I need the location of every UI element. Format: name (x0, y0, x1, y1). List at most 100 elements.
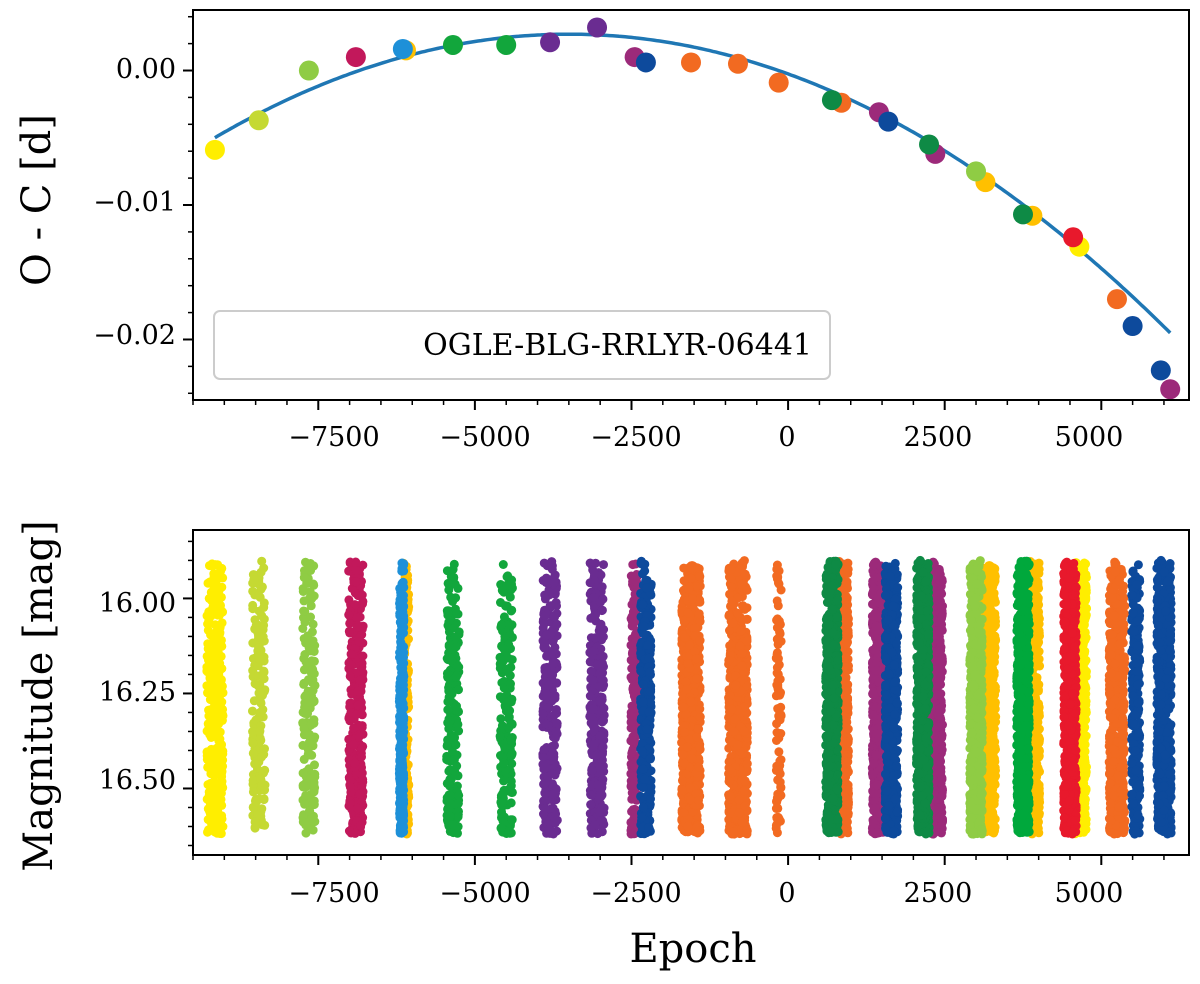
lightcurve-point (626, 781, 636, 791)
lightcurve-point (645, 754, 655, 764)
lightcurve-point (548, 646, 558, 656)
lightcurve-points-layer (202, 555, 1176, 839)
lightcurve-point (396, 626, 406, 636)
lightcurve-point (350, 828, 360, 838)
lightcurve-point (742, 636, 752, 646)
oc-point (496, 34, 517, 55)
lightcurve-point (397, 652, 407, 662)
lightcurve-point (298, 584, 308, 594)
lightcurve-point (248, 775, 258, 785)
lightcurve-point (310, 680, 320, 690)
lightcurve-point (214, 678, 223, 688)
lightcurve-point (727, 582, 736, 592)
lightcurve-point (353, 686, 363, 696)
lightcurve-point (682, 684, 692, 694)
lightcurve-point (736, 626, 746, 636)
lightcurve-point (843, 665, 853, 675)
lightcurve-point (443, 718, 453, 728)
lightcurve-point (727, 596, 737, 606)
lightcurve-point (694, 762, 704, 772)
lightcurve-point (679, 808, 689, 817)
oc-x-tick-label: −7500 (288, 422, 379, 453)
lightcurve-point (645, 686, 655, 696)
lightcurve-point (637, 559, 647, 569)
lightcurve-point (539, 619, 549, 629)
lightcurve-point (299, 606, 309, 616)
oc-point (248, 110, 269, 131)
lightcurve-point (638, 600, 648, 610)
lightcurve-point (252, 797, 261, 807)
lightcurve-point (217, 582, 227, 592)
lightcurve-point (678, 750, 688, 760)
lightcurve-point (539, 745, 549, 754)
lightcurve-point (734, 795, 744, 805)
oc-point (345, 47, 366, 68)
lightcurve-point (257, 752, 267, 762)
lightcurve-point (349, 723, 359, 733)
lightcurve-point (772, 793, 782, 803)
lightcurve-point (203, 625, 213, 635)
lightcurve-point (304, 806, 314, 816)
lightcurve-point (303, 730, 313, 740)
lightcurve-point (397, 719, 407, 729)
oc-point (727, 53, 748, 74)
lightcurve-point (310, 772, 320, 782)
lightcurve-point (733, 608, 743, 618)
lightcurve-point (586, 800, 596, 809)
oc-point (635, 52, 656, 73)
lightcurve-point (692, 674, 702, 684)
lightcurve-point (250, 679, 260, 689)
lightcurve-point (449, 559, 459, 569)
lightcurve-point (395, 731, 405, 741)
lightcurve-point (354, 637, 364, 646)
lightcurve-point (350, 758, 360, 768)
lightcurve-point (451, 740, 461, 750)
lightcurve-point (638, 783, 648, 793)
lightcurve-point (742, 603, 752, 613)
lightcurve-point (256, 582, 266, 592)
lightcurve-point (683, 659, 693, 668)
lightcurve-point (445, 811, 455, 821)
lightcurve-point (684, 584, 694, 594)
lightcurve-point (551, 705, 561, 714)
lightcurve-point (248, 604, 258, 614)
lightcurve-point (742, 614, 752, 624)
lightcurve-point (589, 739, 599, 749)
lightcurve-point (552, 815, 562, 825)
lightcurve-point (208, 693, 218, 703)
lightcurve-point (774, 660, 784, 670)
lightcurve-point (695, 742, 705, 752)
lightcurve-point (307, 657, 317, 667)
lightcurve-point (256, 567, 266, 577)
lightcurve-point (683, 608, 693, 618)
lightcurve-point (209, 806, 219, 816)
lightcurve-point (204, 747, 213, 757)
lightcurve-point (549, 577, 559, 587)
lightcurve-point (454, 790, 464, 800)
oc-point (204, 139, 225, 160)
lightcurve-point (358, 596, 368, 606)
lightcurve-point (695, 704, 705, 714)
lightcurve-point (542, 630, 552, 640)
oc-point (919, 134, 940, 155)
oc-x-tick-label: −2500 (590, 422, 681, 453)
lightcurve-point (352, 566, 361, 576)
lightcurve-point (842, 639, 852, 649)
lightcurve-point (599, 803, 609, 813)
oc-fit-line (214, 32, 1172, 335)
lightcurve-point (695, 572, 705, 582)
lightcurve-point (544, 680, 554, 690)
lightcurve-point (309, 780, 319, 790)
lightcurve-point (248, 706, 257, 716)
lightcurve-point (259, 666, 269, 676)
lightcurve-point (353, 803, 362, 813)
lightcurve-point (547, 561, 557, 571)
lightcurve-point (258, 705, 268, 715)
lightcurve-point (626, 672, 636, 682)
lightcurve-point (447, 732, 457, 742)
lightcurve-point (442, 668, 452, 678)
lightcurve-point (309, 796, 319, 806)
lightcurve-point (259, 674, 269, 684)
lightcurve-point (694, 826, 704, 836)
legend-box (213, 310, 831, 380)
